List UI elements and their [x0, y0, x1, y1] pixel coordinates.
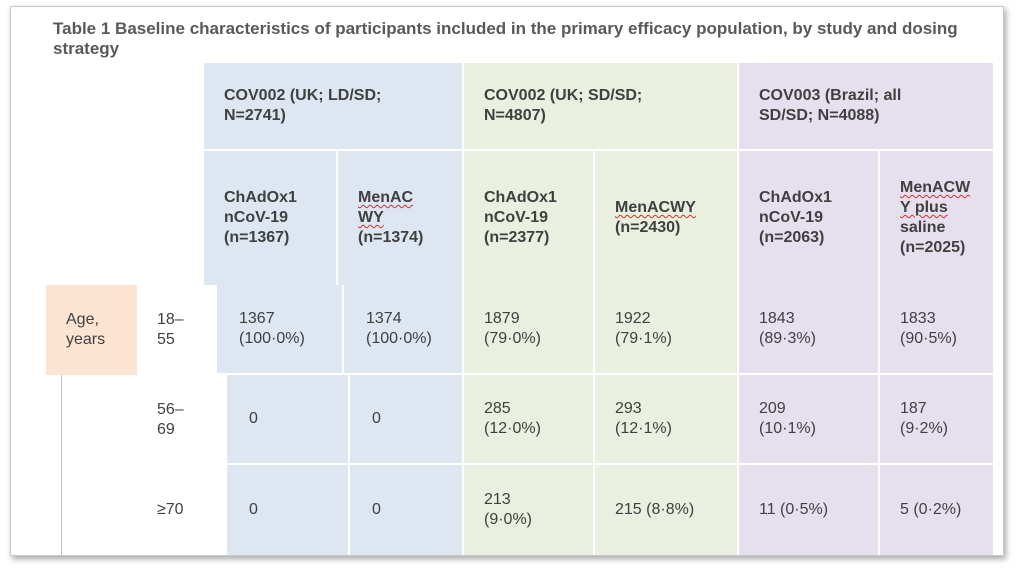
- cell-56-69-menacwy-saline-cov003: 187 (9·2%): [880, 375, 993, 465]
- cell-70-plus-chadox1-cov003: 11 (0·5%): [739, 465, 880, 555]
- cell-18-55-menacwy-saline-cov003: 1833 (90·5%): [880, 285, 993, 375]
- cell-70-plus-menacwy-saline-cov003: 5 (0·2%): [880, 465, 993, 555]
- cell-56-69-menacwy-ldsd: 0: [350, 375, 464, 465]
- row-label-18-55: 18– 55: [137, 285, 217, 375]
- cell-56-69-chadox1-cov003: 209 (10·1%): [739, 375, 880, 465]
- arm-header-menacwy-cov002-sdsd: MenACWY (n=2430): [595, 151, 739, 285]
- cell-70-plus-menacwy-sdsd: 215 (8·8%): [595, 465, 739, 555]
- cell-18-55-chadox1-ldsd: 1367 (100·0%): [217, 285, 344, 375]
- cell-70-plus-menacwy-ldsd: 0: [350, 465, 464, 555]
- cell-56-69-chadox1-ldsd: 0: [227, 375, 350, 465]
- group-header-cov003: COV003 (Brazil; all SD/SD; N=4088): [739, 63, 993, 151]
- group-header-cov002-sdsd: COV002 (UK; SD/SD; N=4807): [464, 63, 739, 151]
- cell-18-55-chadox1-sdsd: 1879 (79·0%): [464, 285, 595, 375]
- arm-header-chadox1-cov002-ldsd: ChAdOx1 nCoV-19 (n=1367): [204, 151, 338, 285]
- cell-18-55-menacwy-sdsd: 1922 (79·1%): [595, 285, 739, 375]
- arm-header-menacwy-cov002-ldsd: MenAC WY (n=1374): [338, 151, 464, 285]
- cell-70-plus-chadox1-ldsd: 0: [227, 465, 350, 555]
- stub-divider-line: [61, 375, 62, 555]
- arm-header-chadox1-cov003: ChAdOx1 nCoV-19 (n=2063): [739, 151, 880, 285]
- table-figure: Table 1 Baseline characteristics of part…: [10, 6, 1004, 556]
- cell-56-69-menacwy-sdsd: 293 (12·1%): [595, 375, 739, 465]
- table-title: Table 1 Baseline characteristics of part…: [53, 19, 958, 58]
- cell-56-69-chadox1-sdsd: 285 (12·0%): [464, 375, 595, 465]
- group-header-cov002-ldsd: COV002 (UK; LD/SD; N=2741): [204, 63, 464, 151]
- cell-18-55-menacwy-ldsd: 1374 (100·0%): [344, 285, 464, 375]
- cell-70-plus-chadox1-sdsd: 213 (9·0%): [464, 465, 595, 555]
- arm-header-menacwy-saline-cov003: MenACW Y plus saline (n=2025): [880, 151, 993, 285]
- row-label-age-years: Age, years: [46, 285, 137, 375]
- cell-18-55-chadox1-cov003: 1843 (89·3%): [739, 285, 880, 375]
- row-label-56-69: 56– 69: [137, 375, 227, 465]
- arm-header-chadox1-cov002-sdsd: ChAdOx1 nCoV-19 (n=2377): [464, 151, 595, 285]
- row-label-70-plus: ≥70: [137, 465, 227, 555]
